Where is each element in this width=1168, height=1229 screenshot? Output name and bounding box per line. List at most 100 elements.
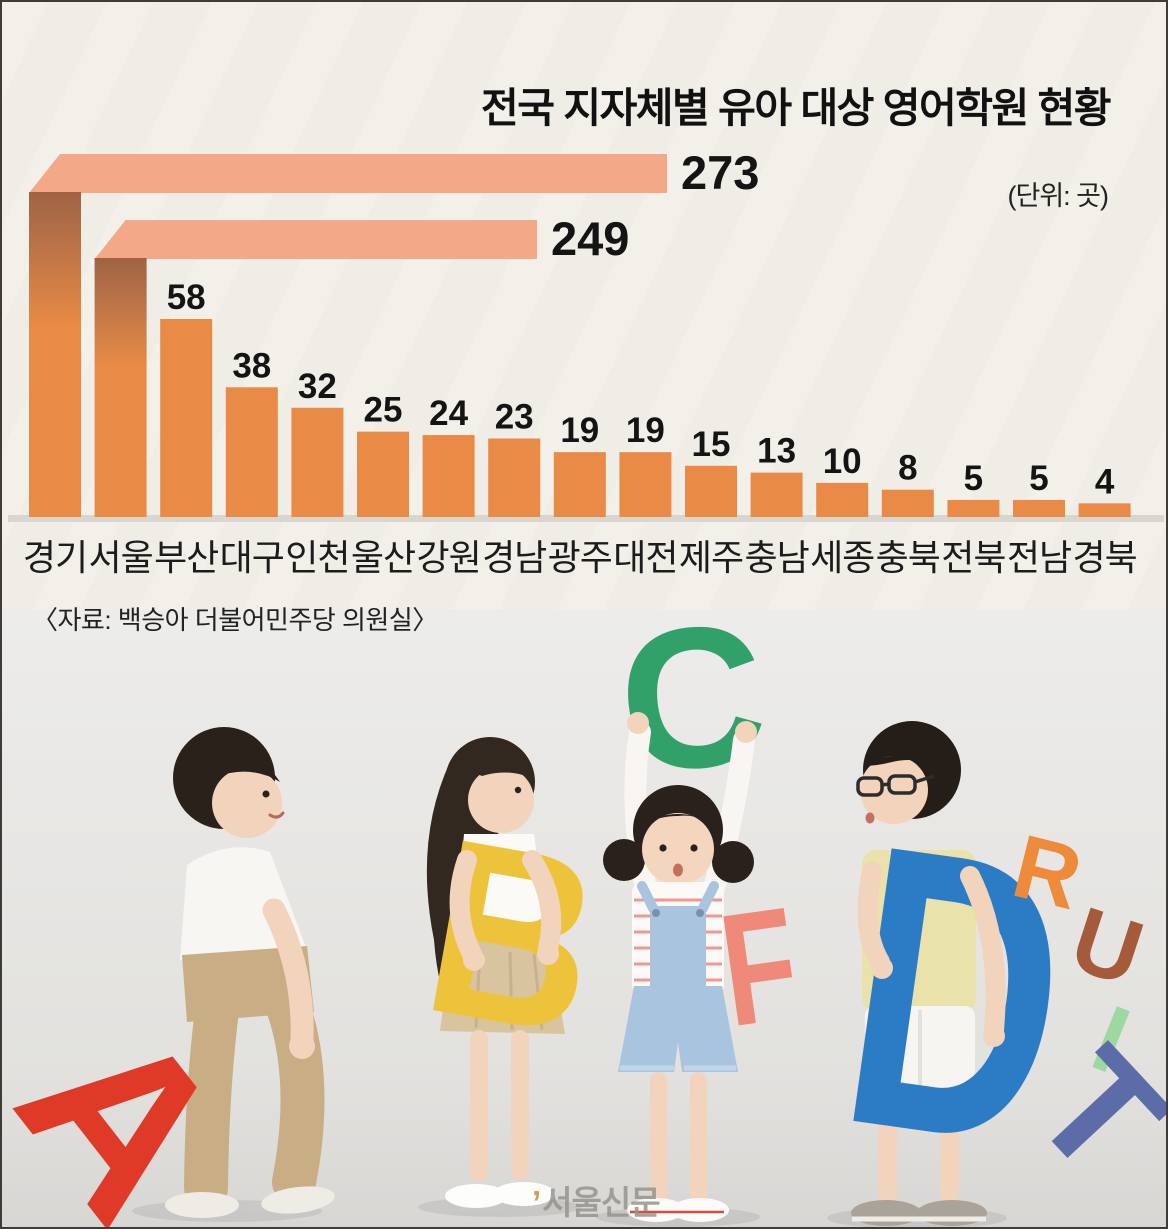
baseline bbox=[8, 515, 1164, 522]
boy1-fringe bbox=[210, 754, 280, 782]
bar bbox=[160, 318, 213, 517]
bar-value: 32 bbox=[298, 367, 337, 406]
bar-value: 25 bbox=[364, 391, 403, 430]
bar-value: 19 bbox=[626, 411, 665, 450]
girl3-hand-right bbox=[735, 721, 757, 743]
girl2-face bbox=[468, 767, 534, 833]
boy4-fringe bbox=[864, 755, 940, 768]
bar-label: 대전 bbox=[613, 537, 677, 578]
boy4-arms bbox=[857, 862, 1006, 1047]
boy1-arm bbox=[262, 898, 314, 1050]
girl3-face bbox=[642, 813, 714, 885]
bent-bar-column bbox=[29, 192, 81, 517]
unit-note: (단위: 곳) bbox=[1007, 181, 1109, 211]
girl3-fringe bbox=[644, 814, 712, 824]
boy4-leg-left bbox=[878, 1096, 897, 1202]
bar bbox=[357, 431, 409, 517]
girl3-shoe-right bbox=[671, 1198, 729, 1222]
bar-label: 전북 bbox=[941, 537, 1005, 578]
bar-value: 15 bbox=[692, 425, 731, 464]
girl2-leg-left bbox=[470, 1030, 488, 1182]
bent-bar-arm bbox=[29, 154, 667, 193]
bar-value: 38 bbox=[232, 346, 271, 385]
girl3-leg-left bbox=[650, 1072, 667, 1202]
bar bbox=[881, 489, 934, 517]
bar-label: 서울 bbox=[88, 537, 152, 578]
girl3-mouth bbox=[673, 863, 683, 877]
child-figure-girl-middle bbox=[603, 712, 757, 1222]
bar-label: 광주 bbox=[548, 537, 612, 578]
bar-label: 울산 bbox=[351, 537, 415, 578]
girl3-arm-left bbox=[624, 721, 658, 903]
bar-value: 5 bbox=[964, 459, 983, 498]
bar bbox=[750, 472, 803, 517]
bar bbox=[1078, 503, 1131, 517]
child-figure-boy-right bbox=[851, 721, 987, 1226]
girl3-overall-shorts bbox=[618, 986, 738, 1072]
bar-label: 경남 bbox=[482, 537, 546, 578]
bar-value: 19 bbox=[560, 411, 599, 450]
boy1-back-leg bbox=[184, 988, 239, 1210]
bar-label: 대구 bbox=[220, 537, 284, 578]
bar-label: 인천 bbox=[285, 537, 349, 578]
boy4-leg-right bbox=[940, 1096, 959, 1202]
bar bbox=[816, 482, 869, 517]
bar-value: 273 bbox=[681, 146, 759, 199]
boy1-shoe-right bbox=[261, 1186, 335, 1214]
bar bbox=[225, 387, 278, 517]
bar bbox=[619, 452, 672, 517]
girl3-shoe-left bbox=[627, 1198, 685, 1222]
chart-title: 전국 지자체별 유아 대상 영어학원 현황 bbox=[481, 85, 1111, 131]
girl2-fringe bbox=[468, 761, 532, 778]
watermark-tick: ’ bbox=[532, 1184, 541, 1221]
girl3-leg-right bbox=[690, 1072, 707, 1202]
bar bbox=[488, 438, 541, 517]
child-figure-boy-left bbox=[165, 727, 335, 1218]
bar-label: 부산 bbox=[154, 537, 218, 578]
boy1-mouth bbox=[268, 811, 285, 819]
bar bbox=[553, 452, 606, 517]
bar-label: 세종 bbox=[810, 537, 874, 578]
girl2-leg-right bbox=[511, 1030, 529, 1180]
girl2-eye bbox=[514, 786, 522, 794]
girl3-eye-right bbox=[690, 844, 698, 852]
photo-illustration: A B C bbox=[2, 610, 1166, 1227]
bar-label: 제주 bbox=[679, 537, 743, 578]
bar bbox=[947, 499, 1000, 517]
watermark: ’서울신문 bbox=[532, 1176, 661, 1224]
boy1-eye bbox=[262, 790, 270, 798]
bar-chart-svg: 273경기249서울58부산38대구32인천25울산24강원23경남19광주19… bbox=[8, 146, 1164, 578]
girl3-button-right bbox=[696, 909, 704, 917]
bar-value: 23 bbox=[495, 397, 534, 436]
source-note: 〈자료: 백승아 더불어민주당 의원실〉 bbox=[32, 605, 438, 635]
bar-value: 249 bbox=[551, 212, 629, 265]
bar bbox=[1013, 499, 1065, 517]
bar-value: 58 bbox=[167, 278, 206, 317]
bar-series: 273경기249서울58부산38대구32인천25울산24강원23경남19광주19… bbox=[8, 146, 1164, 578]
girl3-pigtail-right bbox=[712, 841, 754, 883]
bar-label: 경기 bbox=[23, 537, 87, 578]
watermark-label: 서울신문 bbox=[542, 1184, 660, 1221]
bar-value: 10 bbox=[823, 442, 862, 481]
girl2-shoe-right bbox=[493, 1182, 555, 1206]
bar-value: 5 bbox=[1029, 459, 1048, 498]
bar-value: 24 bbox=[429, 394, 468, 433]
bar-label: 경북 bbox=[1072, 537, 1136, 578]
bar-value: 13 bbox=[757, 432, 796, 471]
girl3-pigtail-left bbox=[603, 839, 645, 881]
boy1-shoe-left bbox=[165, 1192, 239, 1218]
bent-bar-arm bbox=[94, 220, 537, 259]
girl2-shoe-left bbox=[445, 1184, 507, 1208]
bar-label: 전남 bbox=[1007, 537, 1071, 578]
girl3-overall-bib bbox=[650, 906, 706, 992]
bar-label: 충북 bbox=[876, 537, 940, 578]
girl3-hand-left bbox=[627, 712, 649, 734]
bar-value: 4 bbox=[1095, 462, 1115, 501]
girl3-button-left bbox=[652, 909, 660, 917]
bar-label: 충남 bbox=[744, 537, 808, 578]
bar bbox=[291, 407, 344, 517]
boy1-hand bbox=[289, 1033, 315, 1059]
girl3-eye-left bbox=[659, 844, 667, 852]
bar bbox=[685, 465, 737, 517]
